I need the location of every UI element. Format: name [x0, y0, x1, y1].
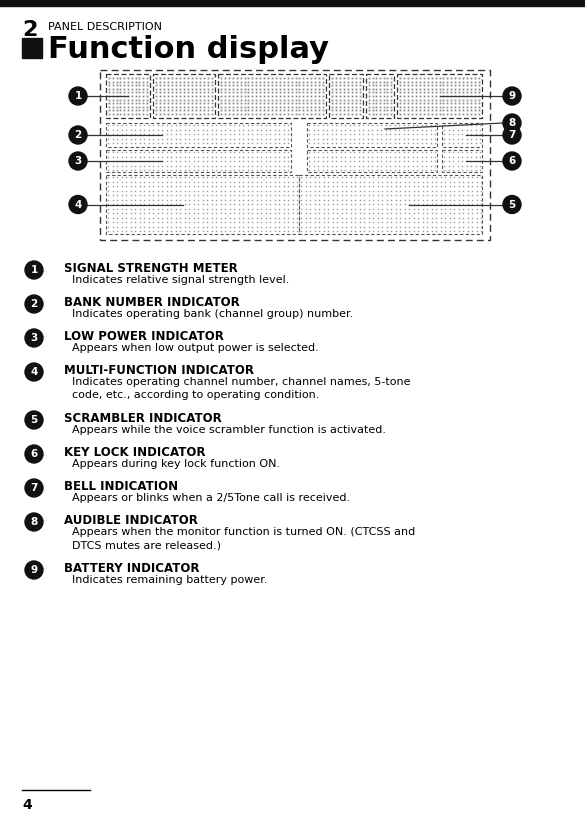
Bar — [299, 175, 482, 234]
Circle shape — [25, 363, 43, 381]
Text: 9: 9 — [30, 565, 37, 575]
Circle shape — [25, 561, 43, 579]
Circle shape — [503, 126, 521, 144]
Circle shape — [503, 114, 521, 132]
Circle shape — [503, 196, 521, 214]
Bar — [329, 74, 363, 118]
Bar — [106, 150, 291, 172]
Bar — [397, 74, 482, 118]
Bar — [106, 74, 150, 118]
Text: 6: 6 — [30, 449, 37, 459]
Text: 3: 3 — [74, 156, 82, 166]
Text: Indicates operating channel number, channel names, 5-tone: Indicates operating channel number, chan… — [72, 377, 411, 387]
Text: Indicates relative signal strength level.: Indicates relative signal strength level… — [72, 275, 290, 285]
Circle shape — [25, 479, 43, 497]
Circle shape — [25, 329, 43, 347]
Circle shape — [25, 261, 43, 279]
Bar — [153, 74, 215, 118]
Bar — [218, 74, 326, 118]
Text: SCRAMBLER INDICATOR: SCRAMBLER INDICATOR — [64, 412, 222, 425]
Circle shape — [503, 87, 521, 105]
Bar — [307, 123, 437, 147]
Text: 4: 4 — [22, 798, 32, 812]
Text: 9: 9 — [508, 91, 515, 101]
Text: Function display: Function display — [48, 35, 329, 64]
Bar — [366, 74, 394, 118]
Text: 4: 4 — [30, 367, 37, 377]
Bar — [0, 0, 585, 6]
Circle shape — [69, 87, 87, 105]
Bar — [106, 123, 291, 147]
Text: 8: 8 — [508, 118, 515, 128]
Text: Appears when the monitor function is turned ON. (CTCSS and: Appears when the monitor function is tur… — [72, 527, 415, 537]
Text: Appears or blinks when a 2/5Tone call is received.: Appears or blinks when a 2/5Tone call is… — [72, 493, 350, 503]
Text: 1: 1 — [74, 91, 82, 101]
Text: 4: 4 — [74, 199, 82, 210]
Bar — [307, 150, 437, 172]
Text: MULTI-FUNCTION INDICATOR: MULTI-FUNCTION INDICATOR — [64, 364, 254, 377]
Text: 2: 2 — [74, 130, 82, 140]
Text: 1: 1 — [30, 265, 37, 275]
Bar — [22, 38, 42, 58]
Text: 5: 5 — [508, 199, 515, 210]
Bar — [100, 70, 490, 240]
Text: LOW POWER INDICATOR: LOW POWER INDICATOR — [64, 330, 224, 343]
Circle shape — [69, 196, 87, 214]
Text: 7: 7 — [30, 483, 37, 493]
Text: 5: 5 — [30, 415, 37, 425]
Text: 7: 7 — [508, 130, 516, 140]
Text: PANEL DESCRIPTION: PANEL DESCRIPTION — [48, 22, 162, 32]
Text: BELL INDICATION: BELL INDICATION — [64, 480, 178, 493]
Bar — [106, 175, 299, 234]
Text: 2: 2 — [22, 20, 37, 40]
Text: Indicates remaining battery power.: Indicates remaining battery power. — [72, 575, 267, 585]
Circle shape — [25, 445, 43, 463]
Text: SIGNAL STRENGTH METER: SIGNAL STRENGTH METER — [64, 262, 238, 275]
Text: 6: 6 — [508, 156, 515, 166]
Text: DTCS mutes are released.): DTCS mutes are released.) — [72, 540, 221, 550]
Circle shape — [69, 152, 87, 170]
Text: 3: 3 — [30, 333, 37, 343]
Bar — [442, 150, 482, 172]
Text: BANK NUMBER INDICATOR: BANK NUMBER INDICATOR — [64, 296, 240, 309]
Text: BATTERY INDICATOR: BATTERY INDICATOR — [64, 562, 199, 575]
Text: Appears when low output power is selected.: Appears when low output power is selecte… — [72, 343, 319, 353]
Text: 8: 8 — [30, 517, 37, 527]
Text: Indicates operating bank (channel group) number.: Indicates operating bank (channel group)… — [72, 309, 353, 319]
Text: KEY LOCK INDICATOR: KEY LOCK INDICATOR — [64, 446, 205, 459]
Circle shape — [25, 295, 43, 313]
Text: Appears during key lock function ON.: Appears during key lock function ON. — [72, 459, 280, 469]
Circle shape — [503, 152, 521, 170]
Text: AUDIBLE INDICATOR: AUDIBLE INDICATOR — [64, 514, 198, 527]
Circle shape — [69, 126, 87, 144]
Circle shape — [25, 411, 43, 429]
Text: Appears while the voice scrambler function is activated.: Appears while the voice scrambler functi… — [72, 425, 386, 435]
Circle shape — [25, 513, 43, 531]
Bar — [442, 123, 482, 147]
Text: code, etc., according to operating condition.: code, etc., according to operating condi… — [72, 390, 319, 400]
Text: 2: 2 — [30, 299, 37, 309]
